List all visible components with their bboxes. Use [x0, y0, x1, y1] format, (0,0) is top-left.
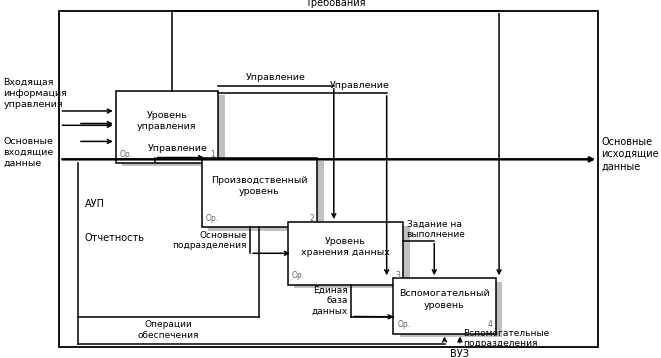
- Bar: [288, 222, 403, 285]
- Text: Отчетность: Отчетность: [85, 233, 145, 243]
- Bar: [59, 11, 598, 347]
- Text: Единая
база
данных: Единая база данных: [311, 286, 348, 316]
- Text: Основные
подразделения: Основные подразделения: [173, 231, 247, 250]
- Text: Основные
входящие
данные: Основные входящие данные: [3, 136, 54, 168]
- Text: Требования: Требования: [305, 0, 366, 8]
- Text: Ор.: Ор.: [292, 271, 305, 280]
- Text: Вспомогательный
уровень: Вспомогательный уровень: [399, 289, 490, 310]
- Bar: [393, 278, 496, 334]
- Text: Управление: Управление: [148, 144, 208, 153]
- Text: Уровень
хранения данных: Уровень хранения данных: [301, 237, 390, 257]
- Text: Операции
обеспечения: Операции обеспечения: [138, 320, 200, 340]
- Bar: [294, 226, 410, 288]
- Text: Производственный
уровень: Производственный уровень: [211, 176, 308, 196]
- Text: ВУЗ: ВУЗ: [450, 349, 469, 358]
- Text: Ор.: Ор.: [120, 150, 133, 159]
- Text: Управление: Управление: [246, 73, 306, 82]
- Bar: [202, 158, 317, 227]
- Text: Входящая
информация
управления: Входящая информация управления: [3, 77, 67, 109]
- Text: 4: 4: [488, 320, 492, 329]
- Text: АУП: АУП: [85, 199, 104, 209]
- Text: Вспомогательные
подразделения: Вспомогательные подразделения: [463, 329, 549, 348]
- Text: Задание на
выполнение: Задание на выполнение: [407, 219, 465, 239]
- Bar: [208, 161, 324, 231]
- Text: Управление: Управление: [330, 81, 390, 90]
- Text: 2: 2: [309, 214, 314, 223]
- Text: Уровень
управления: Уровень управления: [137, 111, 197, 131]
- Text: Основные
исходящие
данные: Основные исходящие данные: [602, 136, 659, 171]
- Text: 1: 1: [210, 150, 215, 159]
- Bar: [400, 282, 502, 337]
- Bar: [122, 95, 225, 166]
- Text: 3: 3: [395, 271, 400, 280]
- Bar: [116, 91, 218, 163]
- Text: Ор.: Ор.: [206, 214, 219, 223]
- Text: Ор.: Ор.: [397, 320, 410, 329]
